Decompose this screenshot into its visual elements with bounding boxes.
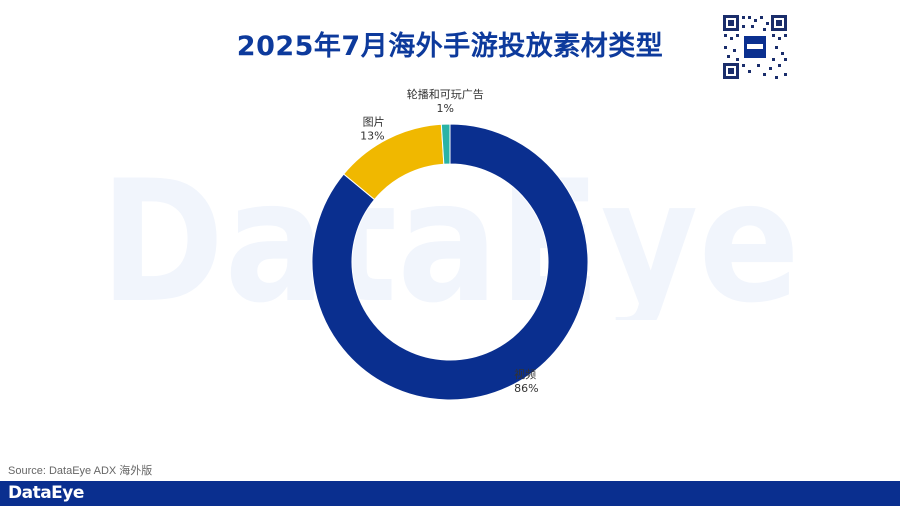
slice-name-label: 轮播和可玩广告 [407, 87, 484, 101]
slice-value-label: 86% [514, 382, 538, 395]
donut-slice [311, 123, 589, 401]
footer-logo: DataEye [8, 483, 84, 503]
watermark-text: DataEye [100, 150, 800, 320]
donut-slice [440, 123, 451, 165]
slice-value-label: 13% [360, 130, 384, 143]
watermark: DataEye [100, 150, 800, 320]
slice-name-label: 图片 [363, 116, 385, 129]
source-note: Source: DataEye ADX 海外版 [8, 465, 153, 477]
footer-bar [0, 481, 900, 506]
slice-value-label: 1% [436, 102, 453, 115]
page-title: 2025年7月海外手游投放素材类型 [236, 31, 664, 62]
slice-name-label: 视频 [514, 367, 536, 381]
qr-code-icon [722, 14, 788, 80]
